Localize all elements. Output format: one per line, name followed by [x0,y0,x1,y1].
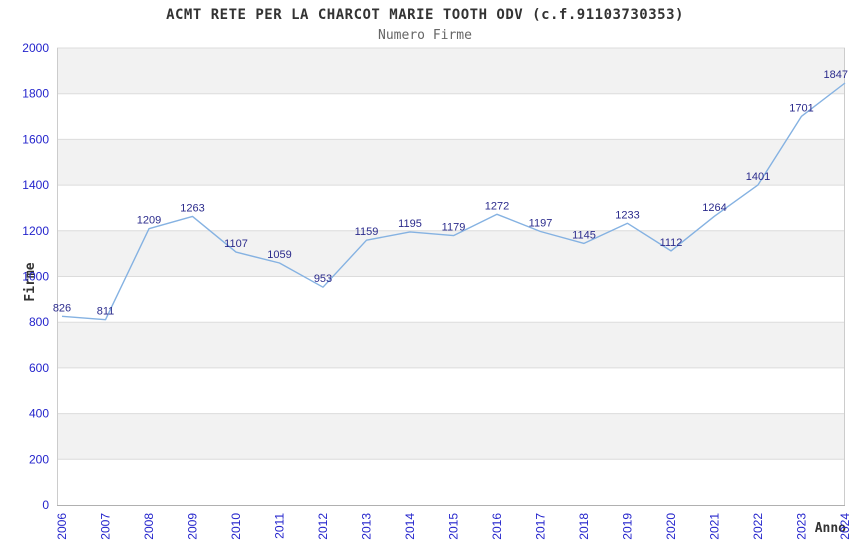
y-axis-title: Firme [23,262,38,301]
x-tick-label: 2011 [273,513,287,539]
x-tick-label: 2007 [99,513,113,540]
x-tick-label: 2017 [534,513,548,540]
plot-band [57,139,845,186]
y-tick-label: 1200 [22,224,49,238]
data-point-label: 1272 [485,200,509,212]
data-point-label: 1179 [442,222,466,234]
data-point-label: 1209 [137,215,161,227]
y-tick-label: 2000 [22,41,49,55]
data-point-label: 1701 [789,102,813,114]
data-point-label: 1195 [398,218,422,230]
plot-band [57,230,845,277]
chart-subtitle: Numero Firme [378,28,472,43]
data-point-label: 826 [53,302,71,314]
data-point-label: 953 [314,273,332,285]
x-tick-label: 2014 [403,513,417,540]
y-tick-label: 600 [29,361,49,375]
chart-title: ACMT RETE PER LA CHARCOT MARIE TOOTH ODV… [166,7,684,23]
y-tick-label: 400 [29,407,49,421]
data-point-label: 1263 [180,202,204,214]
y-tick-label: 0 [42,498,49,512]
data-point-label: 1264 [702,202,726,214]
data-point-label: 1233 [615,209,639,221]
y-tick-label: 1600 [22,132,49,146]
data-point-label: 811 [97,306,115,318]
plot-band [57,322,845,368]
x-tick-label: 2019 [621,513,635,540]
plot-band [57,48,845,94]
x-tick-label: 2013 [360,513,374,540]
data-point-label: 1145 [572,229,596,241]
x-tick-label: 2006 [55,513,69,540]
x-tick-label: 2020 [664,513,678,540]
x-axis-title: Anno [815,521,846,536]
y-tick-label: 1000 [22,270,49,284]
data-point-label: 1159 [355,226,379,238]
x-tick-label: 2016 [490,513,504,540]
x-tick-label: 2010 [229,513,243,540]
plot-band [57,413,845,460]
x-tick-label: 2012 [316,513,330,540]
data-point-label: 1197 [529,217,553,229]
y-tick-label: 800 [29,315,49,329]
data-point-label: 1401 [746,171,770,183]
x-tick-label: 2009 [186,513,200,540]
data-point-label: 1112 [660,237,683,249]
x-tick-label: 2022 [751,513,765,540]
data-point-label: 1107 [224,238,248,250]
y-tick-label: 1800 [22,87,49,101]
x-tick-label: 2024 [838,513,850,540]
x-tick-label: 2021 [708,513,722,540]
y-tick-label: 1400 [22,178,49,192]
x-tick-label: 2018 [577,513,591,540]
x-tick-label: 2008 [142,513,156,540]
data-point-label: 1059 [267,249,291,261]
x-tick-label: 2023 [795,513,809,540]
data-point-label: 1847 [824,69,848,81]
y-tick-label: 200 [29,452,49,466]
x-tick-label: 2015 [447,513,461,540]
series-line [61,82,846,321]
